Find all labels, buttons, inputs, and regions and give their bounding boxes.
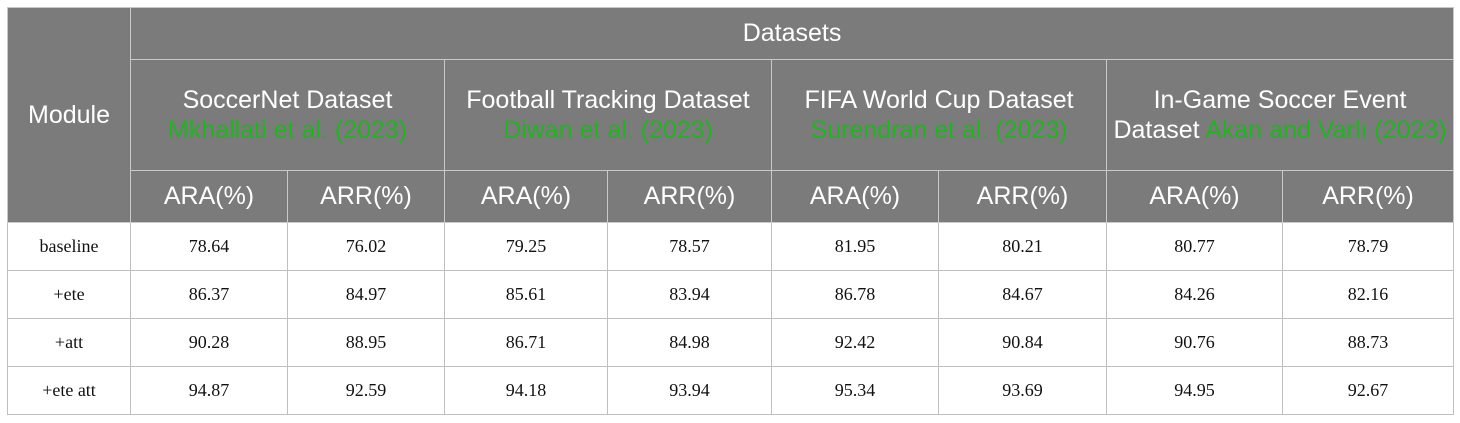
value-cell: 90.28	[130, 318, 288, 367]
header-row-metrics: ARA(%) ARR(%) ARA(%) ARR(%) ARA(%) ARR(%…	[8, 170, 1455, 223]
value-cell: 95.34	[771, 366, 939, 415]
value-cell: 93.69	[938, 366, 1107, 415]
value-cell: 93.94	[607, 366, 772, 415]
dataset-name: In-Game Soccer Event Dataset	[1113, 86, 1407, 144]
table-row: +att 90.28 88.95 86.71 84.98 92.42 90.84…	[7, 318, 1455, 367]
value-cell: 78.57	[607, 222, 772, 271]
value-cell: 84.97	[287, 270, 445, 319]
table-row: +ete att 94.87 92.59 94.18 93.94 95.34 9…	[7, 366, 1455, 415]
value-cell: 86.71	[444, 318, 608, 367]
dataset-name: Football Tracking Dataset	[466, 86, 750, 114]
header-row-dataset-names: SoccerNet Dataset Mkhallati et al. (2023…	[8, 59, 1455, 171]
metric-header-ara: ARA(%)	[1106, 170, 1283, 223]
value-cell: 94.87	[130, 366, 288, 415]
value-cell: 78.64	[130, 222, 288, 271]
value-cell: 92.42	[771, 318, 939, 367]
value-cell: 86.37	[130, 270, 288, 319]
dataset-header-fifa-world-cup: FIFA World Cup Dataset Surendran et al. …	[771, 59, 1107, 171]
dataset-name: SoccerNet Dataset	[182, 86, 393, 114]
metric-header-arr: ARR(%)	[1281, 170, 1455, 223]
value-cell: 79.25	[444, 222, 608, 271]
table-row: +ete 86.37 84.97 85.61 83.94 86.78 84.67…	[7, 270, 1455, 319]
results-table: Module Datasets SoccerNet Dataset Mkhall…	[7, 7, 1455, 415]
value-cell: 80.21	[938, 222, 1107, 271]
value-cell: 88.73	[1281, 318, 1455, 367]
value-cell: 84.26	[1106, 270, 1283, 319]
value-cell: 90.76	[1106, 318, 1283, 367]
value-cell: 92.67	[1281, 366, 1455, 415]
dataset-citation: Surendran et al. (2023)	[810, 116, 1068, 144]
value-cell: 84.98	[607, 318, 772, 367]
value-cell: 86.78	[771, 270, 939, 319]
dataset-name: FIFA World Cup Dataset	[804, 86, 1074, 114]
table-row: baseline 78.64 76.02 79.25 78.57 81.95 8…	[7, 222, 1455, 271]
header-row-datasets: Module Datasets	[7, 7, 1455, 223]
value-cell: 81.95	[771, 222, 939, 271]
module-cell: baseline	[7, 222, 131, 271]
module-cell: +ete	[7, 270, 131, 319]
value-cell: 88.95	[287, 318, 445, 367]
value-cell: 85.61	[444, 270, 608, 319]
dataset-citation: Diwan et al. (2023)	[503, 116, 713, 144]
metric-header-ara: ARA(%)	[771, 170, 939, 223]
value-cell: 94.18	[444, 366, 608, 415]
module-header: Module	[7, 7, 131, 223]
value-cell: 84.67	[938, 270, 1107, 319]
value-cell: 83.94	[607, 270, 772, 319]
value-cell: 90.84	[938, 318, 1107, 367]
metric-header-ara: ARA(%)	[444, 170, 608, 223]
value-cell: 92.59	[287, 366, 445, 415]
datasets-header: Datasets	[129, 7, 1455, 60]
dataset-header-football-tracking: Football Tracking Dataset Diwan et al. (…	[444, 59, 772, 171]
value-cell: 94.95	[1106, 366, 1283, 415]
value-cell: 82.16	[1281, 270, 1455, 319]
module-cell: +att	[7, 318, 131, 367]
module-cell: +ete att	[7, 366, 131, 415]
value-cell: 80.77	[1106, 222, 1283, 271]
metric-header-arr: ARR(%)	[938, 170, 1107, 223]
value-cell: 78.79	[1281, 222, 1455, 271]
value-cell: 76.02	[287, 222, 445, 271]
metric-header-arr: ARR(%)	[607, 170, 772, 223]
metric-header-ara: ARA(%)	[130, 170, 288, 223]
metric-header-arr: ARR(%)	[287, 170, 445, 223]
dataset-citation: Mkhallati et al. (2023)	[167, 116, 407, 144]
dataset-header-in-game-soccer-event: In-Game Soccer Event Dataset Akan and Va…	[1105, 59, 1455, 171]
dataset-citation: Akan and Varlı (2023)	[1205, 116, 1447, 144]
dataset-header-soccernet: SoccerNet Dataset Mkhallati et al. (2023…	[130, 59, 445, 171]
